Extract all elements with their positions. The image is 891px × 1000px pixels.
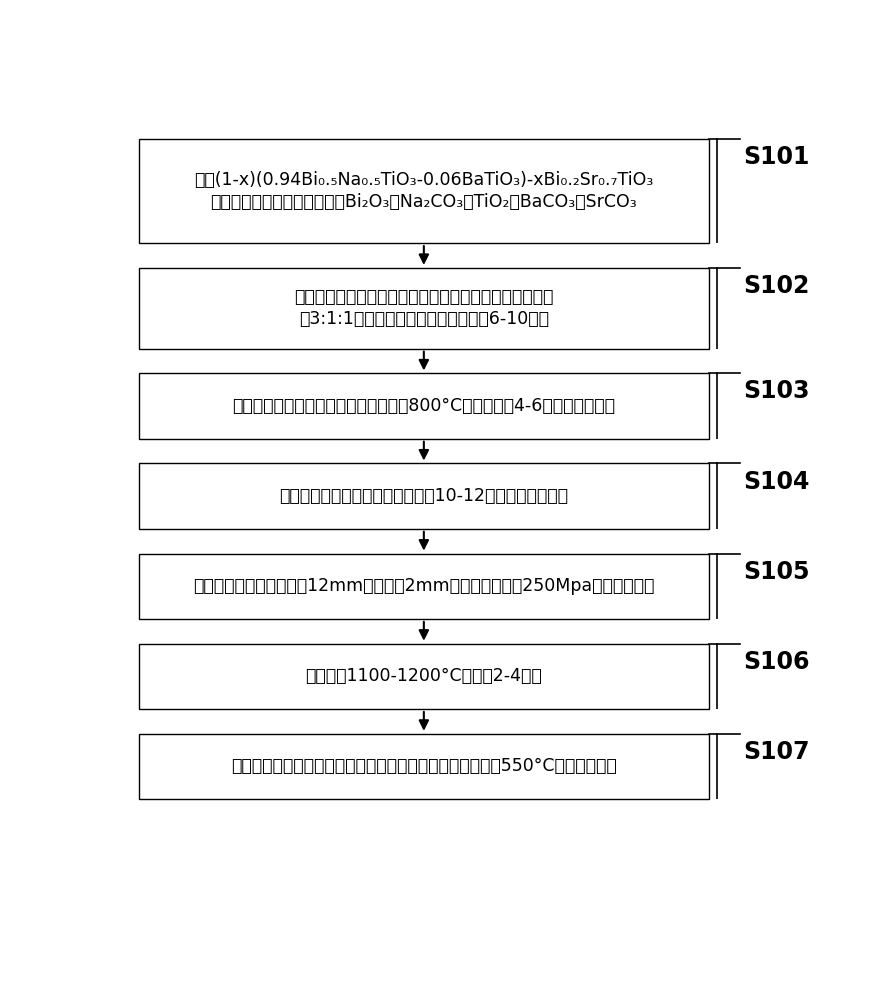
Bar [139, 373, 708, 439]
Text: S106: S106 [743, 650, 810, 674]
Bar [139, 644, 708, 709]
Text: 将烧结成瓷的圆片，进行打磨和抛光，清洗后涂覆銀浆，在550°C下烧成銀电极: 将烧结成瓷的圆片，进行打磨和抛光，清洗后涂覆銀浆，在550°C下烧成銀电极 [231, 757, 617, 775]
Text: S101: S101 [743, 145, 810, 169]
Text: 化学配比称量一定量的分析绯Bi₂O₃，Na₂CO₃、TiO₂、BaCO₃和SrCO₃: 化学配比称量一定量的分析绯Bi₂O₃，Na₂CO₃、TiO₂、BaCO₃和SrC… [210, 193, 637, 211]
Text: S103: S103 [743, 379, 810, 403]
Text: S107: S107 [743, 740, 810, 764]
Text: 将配好的料放入球磨罐中，按氧化锄球：料：酒精体积比: 将配好的料放入球磨罐中，按氧化锄球：料：酒精体积比 [294, 288, 553, 306]
Bar [139, 463, 708, 529]
Text: 为3:1:1的比例混料球磨，球磨时间为6-10小时: 为3:1:1的比例混料球磨，球磨时间为6-10小时 [298, 310, 549, 328]
Text: 将预烧粉再次放入球磨罐中，研磨10-12小时，烘干后过筛: 将预烧粉再次放入球磨罐中，研磨10-12小时，烘干后过筛 [280, 487, 568, 505]
Bar [139, 554, 708, 619]
Text: 将圆片在1100-1200°C下烧绒2-4小时: 将圆片在1100-1200°C下烧绒2-4小时 [306, 667, 543, 685]
Text: 将球磨好的料烘干，然后压成大块，在800°C温度下预烨4-6小时得到预烧粉: 将球磨好的料烘干，然后压成大块，在800°C温度下预烨4-6小时得到预烧粉 [233, 397, 616, 415]
Bar [139, 734, 708, 799]
Text: 将过筛后的粉压成直径为12mm，厚度为2mm左右的圆片，在250Mpa等静压下成型: 将过筛后的粉压成直径为12mm，厚度为2mm左右的圆片，在250Mpa等静压下成… [193, 577, 655, 595]
Text: S105: S105 [743, 560, 810, 584]
Bar [139, 268, 708, 349]
Bar [139, 139, 708, 243]
Text: 根据(1-x)(0.94Bi₀.₅Na₀.₅TiO₃-0.06BaTiO₃)-xBi₀.₂Sr₀.₇TiO₃: 根据(1-x)(0.94Bi₀.₅Na₀.₅TiO₃-0.06BaTiO₃)-x… [194, 171, 653, 189]
Text: S102: S102 [743, 274, 810, 298]
Text: S104: S104 [743, 470, 810, 494]
